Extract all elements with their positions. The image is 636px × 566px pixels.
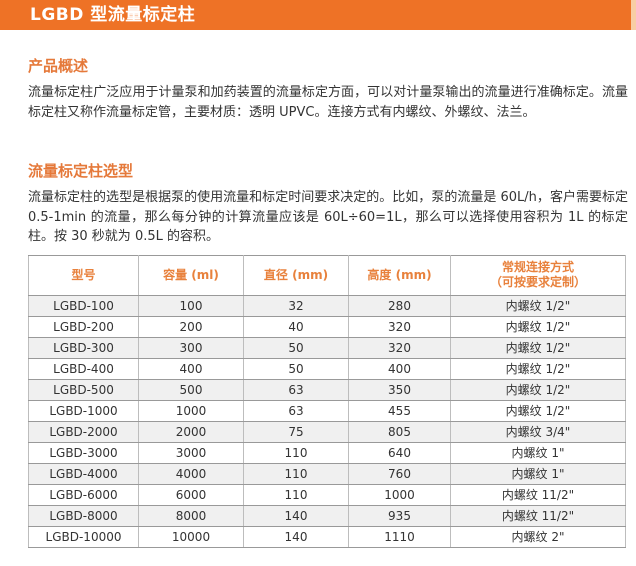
cell-diameter_mm: 50 <box>243 357 349 380</box>
col-header-model: 型号 <box>28 254 139 296</box>
cell-connection: 内螺纹 1/2" <box>450 357 626 380</box>
cell-connection: 内螺纹 2" <box>450 525 626 548</box>
table-row: LGBD-500 500 63 350 内螺纹 1/2" <box>28 378 626 401</box>
cell-height_mm: 400 <box>348 357 451 380</box>
col-header-connection-line1: 常规连接方式 <box>501 260 574 274</box>
cell-diameter_mm: 110 <box>243 441 349 464</box>
col-header-height: 高度 (mm) <box>348 254 451 296</box>
table-row: LGBD-2000 2000 75 805 内螺纹 3/4" <box>28 420 626 443</box>
table-row: LGBD-1000 1000 63 455 内螺纹 1/2" <box>28 399 626 422</box>
cell-model: LGBD-400 <box>28 357 139 380</box>
cell-connection: 内螺纹 1" <box>450 462 626 485</box>
cell-model: LGBD-4000 <box>28 462 139 485</box>
cell-capacity_ml: 400 <box>138 357 244 380</box>
cell-connection: 内螺纹 1/2" <box>450 399 626 422</box>
cell-capacity_ml: 2000 <box>138 420 244 443</box>
selection-text: 流量标定柱的选型是根据泵的使用流量和标定时间要求决定的。比如，泵的流量是 60L… <box>28 190 628 244</box>
cell-height_mm: 805 <box>348 420 451 443</box>
cell-diameter_mm: 50 <box>243 336 349 359</box>
cell-model: LGBD-100 <box>28 294 139 317</box>
cell-model: LGBD-10000 <box>28 525 139 548</box>
page-content: 产品概述 流量标定柱广泛应用于计量泵和加药装置的流量标定方面，可以对计量泵输出的… <box>0 55 636 548</box>
cell-connection: 内螺纹 11/2" <box>450 504 626 527</box>
spec-table-body: LGBD-100 100 32 280 内螺纹 1/2" LGBD-200 200 40 320… <box>28 294 626 548</box>
cell-connection: 内螺纹 1/2" <box>450 294 626 317</box>
cell-diameter_mm: 63 <box>243 378 349 401</box>
cell-height_mm: 1110 <box>348 525 451 548</box>
cell-capacity_ml: 6000 <box>138 483 244 506</box>
cell-connection: 内螺纹 1" <box>450 441 626 464</box>
cell-height_mm: 455 <box>348 399 451 422</box>
title-bar: LGBD 型流量标定柱 <box>0 0 636 30</box>
cell-height_mm: 935 <box>348 504 451 527</box>
cell-connection: 内螺纹 1/2" <box>450 336 626 359</box>
cell-connection: 内螺纹 1/2" <box>450 315 626 338</box>
cell-capacity_ml: 500 <box>138 378 244 401</box>
page-title: LGBD 型流量标定柱 <box>30 5 196 25</box>
table-row: LGBD-3000 3000 110 640 内螺纹 1" <box>28 441 626 464</box>
cell-capacity_ml: 10000 <box>138 525 244 548</box>
title-bar-edge-stripe <box>631 0 636 30</box>
spec-table-header: 型号 容量 (ml) 直径 (mm) 高度 (mm) 常规连接方式 （可按要求定… <box>28 254 626 296</box>
table-row: LGBD-8000 8000 140 935 内螺纹 11/2" <box>28 504 626 527</box>
col-header-connection-line2: （可按要求定制） <box>489 275 586 289</box>
header-row: 型号 容量 (ml) 直径 (mm) 高度 (mm) 常规连接方式 （可按要求定… <box>28 254 626 296</box>
cell-model: LGBD-500 <box>28 378 139 401</box>
table-row: LGBD-400 400 50 400 内螺纹 1/2" <box>28 357 626 380</box>
cell-height_mm: 350 <box>348 378 451 401</box>
cell-diameter_mm: 63 <box>243 399 349 422</box>
cell-height_mm: 320 <box>348 315 451 338</box>
cell-connection: 内螺纹 1/2" <box>450 378 626 401</box>
table-row: LGBD-6000 6000 110 1000 内螺纹 11/2" <box>28 483 626 506</box>
cell-connection: 内螺纹 11/2" <box>450 483 626 506</box>
cell-model: LGBD-200 <box>28 315 139 338</box>
cell-capacity_ml: 8000 <box>138 504 244 527</box>
cell-height_mm: 280 <box>348 294 451 317</box>
cell-diameter_mm: 110 <box>243 462 349 485</box>
cell-capacity_ml: 4000 <box>138 462 244 485</box>
cell-capacity_ml: 1000 <box>138 399 244 422</box>
cell-height_mm: 1000 <box>348 483 451 506</box>
table-row: LGBD-10000 10000 140 1110 内螺纹 2" <box>28 525 626 548</box>
table-row: LGBD-300 300 50 320 内螺纹 1/2" <box>28 336 626 359</box>
table-row: LGBD-4000 4000 110 760 内螺纹 1" <box>28 462 626 485</box>
cell-diameter_mm: 40 <box>243 315 349 338</box>
cell-capacity_ml: 300 <box>138 336 244 359</box>
cell-model: LGBD-2000 <box>28 420 139 443</box>
cell-model: LGBD-8000 <box>28 504 139 527</box>
cell-connection: 内螺纹 3/4" <box>450 420 626 443</box>
cell-model: LGBD-300 <box>28 336 139 359</box>
col-header-connection: 常规连接方式 （可按要求定制） <box>450 254 626 296</box>
overview-heading: 产品概述 <box>28 57 89 75</box>
cell-height_mm: 320 <box>348 336 451 359</box>
col-header-diameter: 直径 (mm) <box>243 254 349 296</box>
cell-capacity_ml: 100 <box>138 294 244 317</box>
cell-diameter_mm: 32 <box>243 294 349 317</box>
selection-heading: 流量标定柱选型 <box>28 162 134 180</box>
cell-height_mm: 760 <box>348 462 451 485</box>
cell-height_mm: 640 <box>348 441 451 464</box>
cell-diameter_mm: 140 <box>243 525 349 548</box>
table-row: LGBD-100 100 32 280 内螺纹 1/2" <box>28 294 626 317</box>
table-row: LGBD-200 200 40 320 内螺纹 1/2" <box>28 315 626 338</box>
cell-diameter_mm: 140 <box>243 504 349 527</box>
spec-table: 型号 容量 (ml) 直径 (mm) 高度 (mm) 常规连接方式 （可按要求定… <box>28 254 626 548</box>
cell-model: LGBD-1000 <box>28 399 139 422</box>
cell-model: LGBD-6000 <box>28 483 139 506</box>
cell-capacity_ml: 3000 <box>138 441 244 464</box>
cell-diameter_mm: 75 <box>243 420 349 443</box>
cell-diameter_mm: 110 <box>243 483 349 506</box>
cell-capacity_ml: 200 <box>138 315 244 338</box>
cell-model: LGBD-3000 <box>28 441 139 464</box>
col-header-capacity: 容量 (ml) <box>138 254 244 296</box>
overview-text: 流量标定柱广泛应用于计量泵和加药装置的流量标定方面，可以对计量泵输出的流量进行准… <box>28 85 628 120</box>
